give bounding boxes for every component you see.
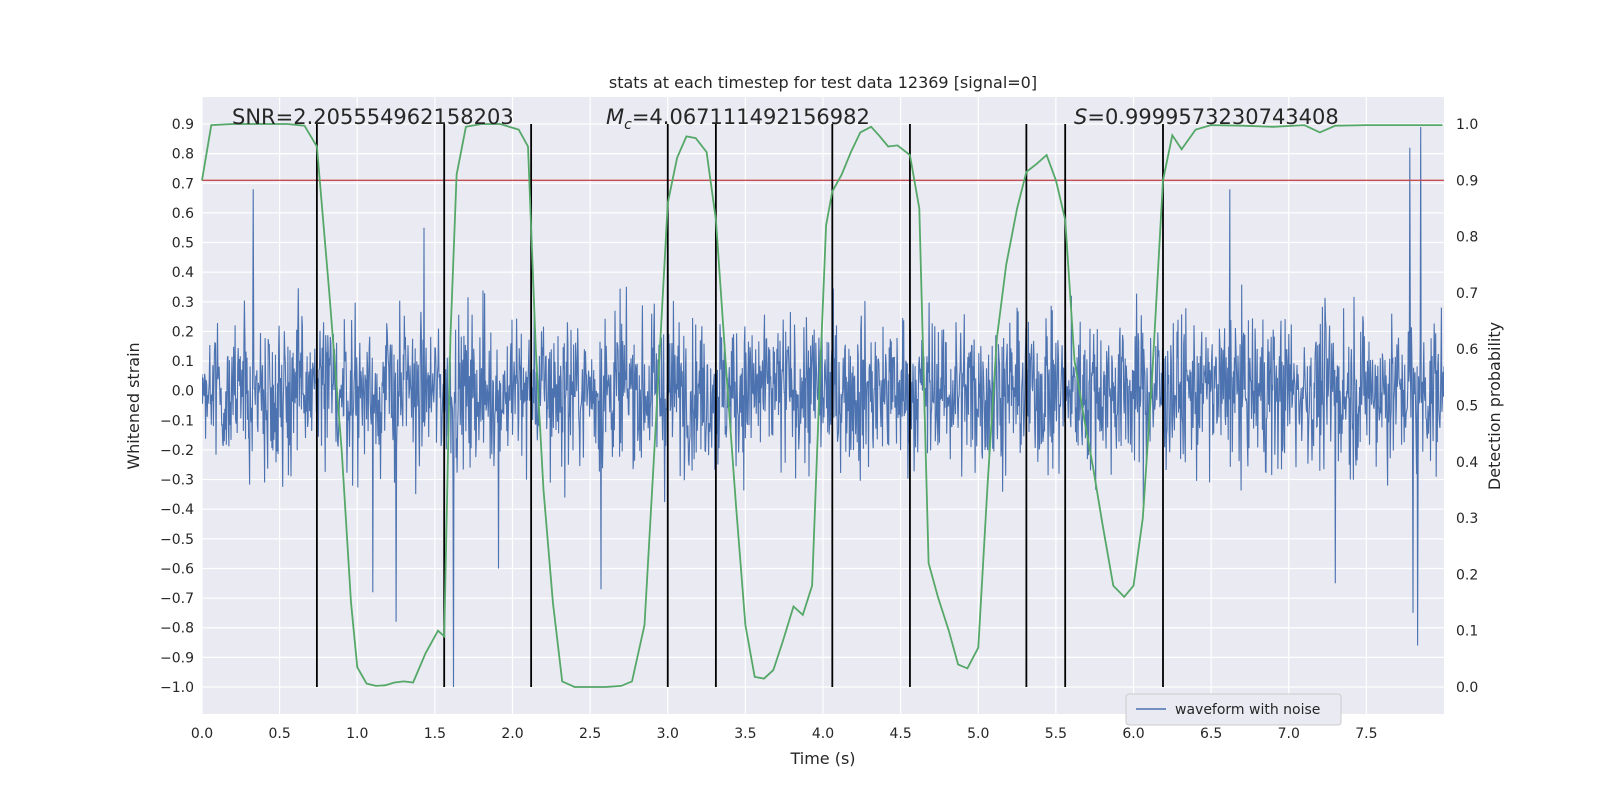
y-left-tick-label: −0.6: [160, 561, 194, 577]
x-tick-label: 3.5: [734, 726, 756, 742]
significance-annotation: S=0.9999573230743408: [1074, 105, 1339, 129]
x-axis-label: Time (s): [789, 749, 855, 768]
y-left-tick-label: 0.2: [172, 324, 194, 340]
y-right-tick-label: 0.6: [1456, 342, 1478, 358]
x-tick-label: 5.5: [1045, 726, 1067, 742]
chirp-mass-annotation: Mc=4.067111492156982: [606, 105, 870, 133]
legend-box: [1125, 693, 1342, 726]
x-tick-label: 6.0: [1122, 726, 1144, 742]
x-tick-label: 1.5: [424, 726, 446, 742]
x-tick-label: 1.0: [346, 726, 368, 742]
y-left-tick-label: 0.1: [172, 354, 194, 370]
chirp-mass-subscript: c: [624, 117, 632, 133]
y-right-axis-ticks: 1.0 0.9 0.8 0.7 0.6 0.5 0.4 0.3 0.2 0.1 0.0: [1456, 117, 1478, 696]
y-left-tick-label: −0.1: [160, 413, 194, 429]
y-right-tick-label: 0.7: [1456, 286, 1478, 302]
y-left-tick-label: 0.8: [172, 147, 194, 163]
x-tick-label: 0.5: [268, 726, 290, 742]
probability-line: [201, 123, 1443, 688]
y-left-tick-label: 0.4: [172, 265, 194, 281]
legend: waveform with noise: [1125, 693, 1342, 726]
y-left-tick-label: −0.7: [160, 591, 194, 607]
x-tick-label: 4.0: [812, 726, 834, 742]
x-tick-label: 3.0: [657, 726, 679, 742]
y-left-tick-label: −0.9: [160, 650, 194, 666]
y-right-axis-label: Detection probability: [1485, 322, 1504, 490]
y-left-tick-label: −0.5: [160, 532, 194, 548]
x-tick-label: 2.0: [501, 726, 523, 742]
y-left-tick-label: 0.7: [172, 176, 194, 192]
y-left-axis-ticks: 0.9 0.8 0.7 0.6 0.5 0.4 0.3 0.2 0.1 0.0 −0.1 −0.2 −0…: [160, 117, 194, 696]
significance-symbol: S: [1074, 105, 1087, 129]
y-left-tick-label: 0.9: [172, 117, 194, 133]
chirp-mass-value: =4.067111492156982: [632, 105, 870, 129]
significance-value: =0.9999573230743408: [1087, 105, 1338, 129]
chirp-mass-symbol: M: [606, 105, 624, 129]
y-left-tick-label: 0.3: [172, 295, 194, 311]
x-tick-label: 4.5: [889, 726, 911, 742]
y-left-tick-label: −0.2: [160, 443, 194, 459]
x-tick-label: 2.5: [579, 726, 601, 742]
y-left-tick-label: 0.0: [172, 384, 194, 400]
y-right-tick-label: 0.2: [1456, 567, 1478, 583]
y-right-tick-label: 0.0: [1456, 680, 1478, 696]
y-left-tick-label: −1.0: [160, 680, 194, 696]
x-axis-ticks: 0.0 0.5 1.0 1.5 2.0 2.5 3.0 3.5 4.0 4.5 5.0 5.5 6.0 6…: [191, 726, 1378, 742]
y-right-tick-label: 0.3: [1456, 511, 1478, 527]
y-left-tick-label: −0.4: [160, 502, 194, 518]
noise-series-line: [202, 126, 1444, 688]
y-right-tick-label: 0.5: [1456, 399, 1478, 415]
y-left-tick-label: 0.6: [172, 206, 194, 222]
chart-title: stats at each timestep for test data 123…: [609, 73, 1037, 92]
y-right-tick-label: 0.4: [1456, 455, 1478, 471]
y-right-tick-label: 0.9: [1456, 173, 1478, 189]
y-right-tick-label: 1.0: [1456, 117, 1478, 133]
probability-curve: [201, 123, 1443, 688]
snr-annotation: SNR=2.205554962158203: [232, 105, 514, 129]
x-tick-label: 5.0: [967, 726, 989, 742]
x-tick-label: 0.0: [191, 726, 213, 742]
y-right-tick-label: 0.8: [1456, 230, 1478, 246]
x-tick-label: 7.5: [1355, 726, 1377, 742]
y-left-tick-label: −0.8: [160, 621, 194, 637]
legend-label: waveform with noise: [1175, 702, 1320, 718]
y-left-tick-label: −0.3: [160, 473, 194, 489]
y-right-tick-label: 0.1: [1456, 624, 1478, 640]
y-left-axis-label: Whitened strain: [124, 342, 143, 469]
noise-waveform: [202, 126, 1444, 688]
y-left-tick-label: 0.5: [172, 236, 194, 252]
x-tick-label: 6.5: [1200, 726, 1222, 742]
x-tick-label: 7.0: [1278, 726, 1300, 742]
